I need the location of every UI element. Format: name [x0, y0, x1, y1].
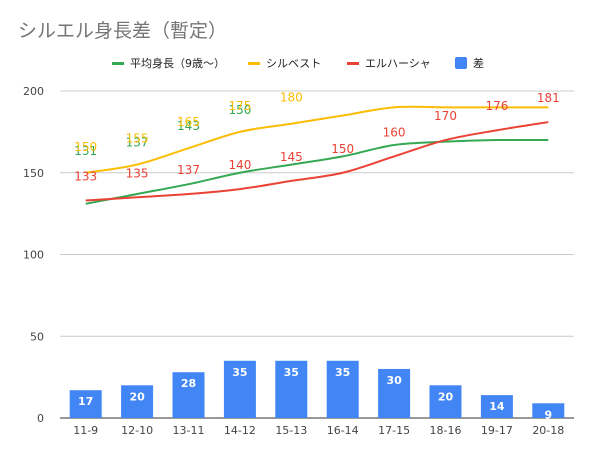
x-tick-label: 11-9 — [73, 424, 98, 437]
line-data-label: 170 — [434, 109, 457, 123]
legend-line-icon — [248, 61, 260, 65]
bar — [326, 360, 359, 418]
legend-label: 差 — [473, 57, 484, 70]
line-data-label: 150 — [74, 140, 97, 154]
legend-item-sylvest[interactable]: シルベスト — [248, 54, 321, 72]
legend-box-icon — [455, 57, 467, 69]
x-tick-label: 18-16 — [430, 424, 462, 437]
line-data-label: 133 — [74, 170, 97, 184]
x-tick-label: 17-15 — [378, 424, 410, 437]
bar — [532, 403, 565, 418]
legend-line-icon — [347, 61, 359, 65]
bar — [223, 360, 256, 418]
legend-item-elhasha[interactable]: エルハーシャ — [347, 54, 431, 72]
y-tick-label: 100 — [23, 249, 44, 262]
axis-labels: 0 50 100 150 200 11-9 12-10 13-11 14-12 15-13 16-1… — [23, 85, 564, 437]
x-tick-label: 12-10 — [121, 424, 153, 437]
legend-label: 平均身長（9歳〜） — [130, 57, 225, 70]
bar — [172, 372, 205, 418]
line-series — [85, 105, 549, 205]
chart-title: シルエル身長差（暫定） — [18, 20, 228, 42]
line-data-label: 137 — [126, 136, 149, 150]
bar — [121, 385, 154, 418]
y-tick-label: 50 — [30, 330, 44, 343]
legend-line-icon — [112, 61, 124, 65]
bar-data-label: 30 — [386, 374, 402, 387]
bar-series — [69, 360, 565, 418]
bar-data-label: 35 — [335, 366, 350, 379]
bar — [429, 385, 462, 418]
line-data-label: 150 — [228, 103, 251, 117]
series-line — [85, 138, 549, 205]
line-data-label: 176 — [485, 99, 508, 113]
legend-label: エルハーシャ — [365, 57, 431, 70]
bar-data-label: 20 — [129, 390, 145, 403]
bar-data-label: 35 — [284, 366, 299, 379]
line-data-label: 165 — [177, 115, 200, 129]
legend: 平均身長（9歳〜） シルベスト エルハーシャ 差 — [0, 54, 598, 72]
bar — [69, 390, 102, 418]
x-tick-label: 14-12 — [224, 424, 256, 437]
line-data-label: 180 — [280, 91, 303, 105]
bar — [480, 395, 513, 418]
bar-data-label: 28 — [181, 377, 196, 390]
bar-data-label: 35 — [232, 366, 247, 379]
bar — [378, 368, 411, 418]
line-data-label: 137 — [177, 163, 200, 177]
bar-data-label: 9 — [544, 408, 552, 421]
line-data-label: 181 — [537, 91, 560, 105]
x-tick-label: 20-18 — [532, 424, 564, 437]
x-tick-label: 16-14 — [327, 424, 359, 437]
legend-label: シルベスト — [266, 57, 322, 70]
y-tick-label: 200 — [23, 85, 44, 98]
line-data-label: 135 — [126, 166, 149, 180]
y-tick-label: 150 — [23, 167, 44, 180]
legend-item-average[interactable]: 平均身長（9歳〜） — [112, 54, 225, 72]
line-data-label: 140 — [228, 158, 251, 172]
y-tick-label: 0 — [37, 412, 44, 425]
line-data-label: 145 — [280, 150, 303, 164]
line-data-label: 131 — [74, 144, 97, 158]
bar-data-label: 14 — [489, 400, 505, 413]
line-data-label: 175 — [228, 99, 251, 113]
x-tick-label: 15-13 — [275, 424, 307, 437]
x-tick-label: 19-17 — [481, 424, 513, 437]
series-line — [85, 105, 549, 174]
legend-item-diff[interactable]: 差 — [455, 54, 484, 72]
x-tick-label: 13-11 — [173, 424, 205, 437]
data-labels: 17 20 28 35 35 35 30 20 14 9 131 137 143 150 150 155 165… — [74, 91, 560, 422]
line-data-label: 160 — [383, 125, 406, 139]
bar-data-label: 17 — [78, 395, 93, 408]
line-data-label: 143 — [177, 119, 200, 133]
series-line — [85, 121, 549, 202]
line-data-label: 155 — [126, 132, 149, 146]
line-data-label: 150 — [331, 142, 354, 156]
bar-data-label: 20 — [438, 390, 454, 403]
bar — [275, 360, 308, 418]
